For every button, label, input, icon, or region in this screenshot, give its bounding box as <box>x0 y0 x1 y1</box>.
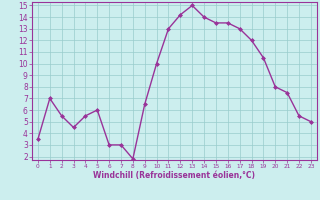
X-axis label: Windchill (Refroidissement éolien,°C): Windchill (Refroidissement éolien,°C) <box>93 171 255 180</box>
